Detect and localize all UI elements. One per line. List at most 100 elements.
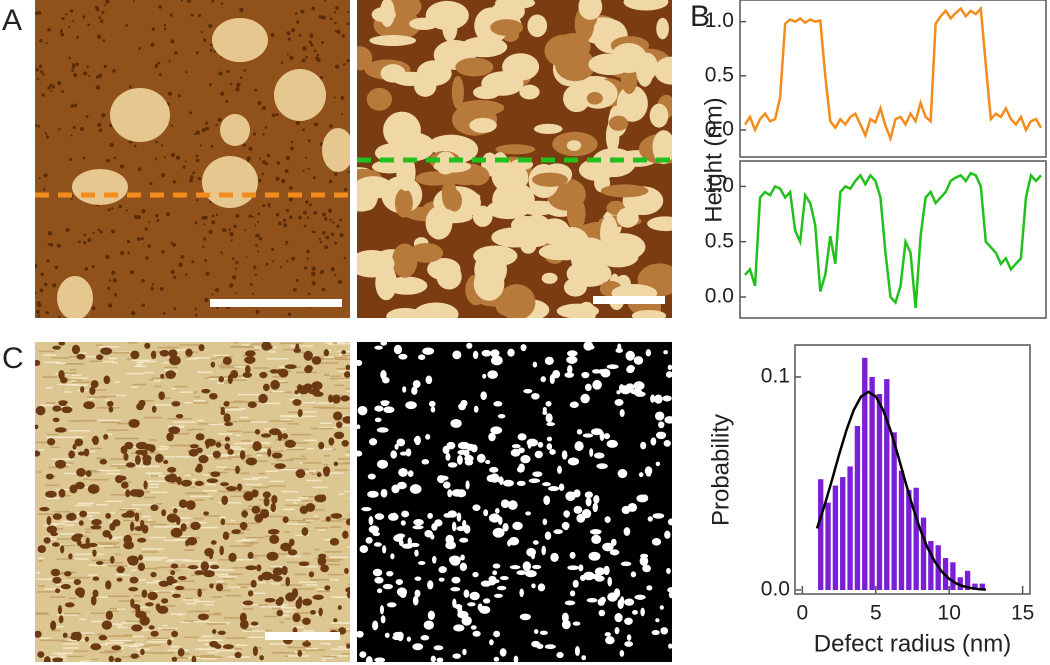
texture <box>145 480 168 482</box>
texture <box>246 159 250 163</box>
domain <box>428 134 474 156</box>
defect <box>90 595 97 606</box>
texture <box>47 578 57 581</box>
texture <box>256 220 260 224</box>
texture <box>319 240 323 244</box>
texture <box>70 380 77 382</box>
defect <box>187 565 199 570</box>
defect <box>615 347 623 353</box>
texture <box>89 518 96 520</box>
domain <box>380 64 406 83</box>
texture <box>194 517 204 520</box>
texture <box>76 389 96 392</box>
texture <box>169 13 173 17</box>
texture <box>287 519 306 522</box>
defect <box>639 556 649 566</box>
texture <box>85 355 102 358</box>
texture <box>184 160 187 163</box>
texture <box>265 262 269 266</box>
defect <box>472 504 481 511</box>
domain <box>490 19 524 36</box>
texture <box>73 103 78 108</box>
texture <box>238 393 260 396</box>
texture <box>145 472 163 474</box>
texture <box>216 580 225 583</box>
defect <box>341 440 349 447</box>
texture <box>163 156 166 159</box>
texture <box>190 357 211 359</box>
profile-line <box>744 171 1042 309</box>
defect <box>627 502 638 512</box>
defect <box>241 524 247 531</box>
texture <box>88 450 96 453</box>
defect <box>593 494 600 504</box>
texture <box>120 251 125 256</box>
defect <box>180 523 187 532</box>
texture <box>143 416 163 419</box>
defect <box>125 510 136 518</box>
texture <box>314 548 320 551</box>
texture <box>285 240 289 244</box>
defect <box>561 619 571 630</box>
texture <box>198 423 218 425</box>
texture <box>70 377 89 379</box>
texture <box>85 531 91 533</box>
texture <box>112 463 129 466</box>
texture <box>91 306 96 311</box>
texture <box>44 132 48 135</box>
texture <box>330 579 339 581</box>
defect <box>197 613 210 621</box>
texture <box>294 401 317 404</box>
texture <box>296 649 315 652</box>
texture <box>242 431 260 434</box>
texture <box>125 209 128 212</box>
texture <box>332 221 335 224</box>
texture <box>140 237 144 241</box>
defect <box>451 576 461 584</box>
texture <box>308 40 312 44</box>
texture <box>202 245 205 249</box>
texture <box>243 229 246 232</box>
defect <box>308 571 315 578</box>
defect <box>234 651 242 659</box>
x-tick-label: 0 <box>797 602 809 625</box>
texture <box>170 39 175 44</box>
defect <box>564 372 575 378</box>
texture <box>202 237 207 241</box>
texture <box>189 178 193 183</box>
texture <box>163 23 167 27</box>
texture <box>341 112 344 115</box>
texture <box>153 385 162 388</box>
texture <box>147 644 161 647</box>
defect <box>244 356 256 364</box>
defect <box>45 473 54 480</box>
afm-image <box>35 0 350 318</box>
defect <box>516 480 526 487</box>
texture <box>295 619 306 621</box>
defect <box>500 499 510 509</box>
texture <box>108 610 119 613</box>
defect <box>243 491 254 502</box>
domain <box>456 100 505 116</box>
texture <box>111 229 116 234</box>
domain <box>371 7 396 23</box>
defect <box>542 482 551 487</box>
texture <box>98 419 121 422</box>
defect <box>467 602 476 607</box>
defect <box>98 635 108 641</box>
texture <box>226 420 238 423</box>
defect <box>667 518 672 526</box>
texture <box>185 71 188 74</box>
defect <box>266 551 279 561</box>
defect <box>105 512 111 519</box>
defect <box>374 576 384 584</box>
texture <box>329 17 333 21</box>
texture <box>347 583 350 586</box>
texture <box>83 241 87 245</box>
texture <box>315 471 322 473</box>
texture <box>302 552 312 555</box>
texture <box>335 462 350 465</box>
defect <box>100 347 113 355</box>
texture <box>187 492 208 495</box>
texture <box>100 421 121 424</box>
